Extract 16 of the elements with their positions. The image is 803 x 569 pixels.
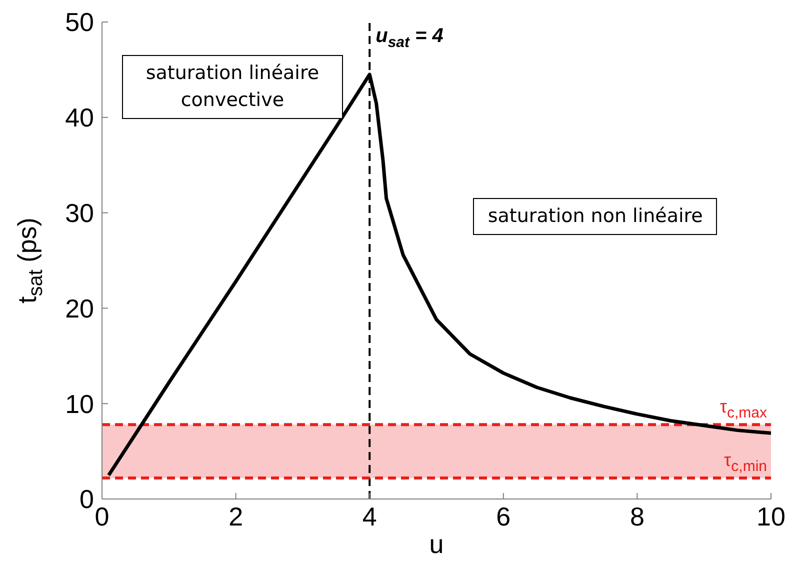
annotation: saturation linéaire convective [122,55,343,120]
ref-line-label: u$_{sat}$ = 4 [376,25,444,50]
x-tick-label: 2 [228,501,244,532]
x-tick-label: 10 [756,501,786,532]
ref-line-label: τ$_{c,max}$ [720,396,768,422]
x-tick-label: 6 [496,501,511,532]
x-tick-label: 8 [630,501,644,532]
x-axis-title: u [429,529,444,559]
ref-line-label: τ$_{c,min}$ [724,450,767,475]
annotation: saturation non linéaire [473,198,718,235]
y-tick-label: 40 [65,102,94,133]
y-tick-label: 50 [65,7,94,38]
x-tick-label: 4 [362,501,377,532]
y-tick-label: 10 [65,388,94,419]
y-tick-label: 20 [65,293,94,324]
y-tick-label: 30 [65,198,94,228]
